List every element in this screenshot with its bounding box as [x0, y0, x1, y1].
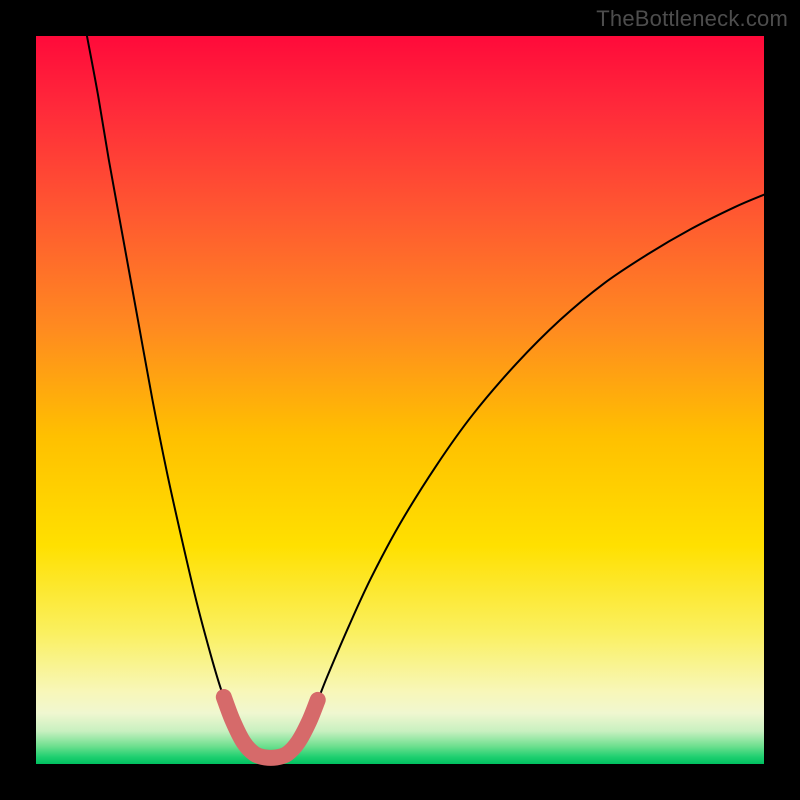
watermark-label: TheBottleneck.com: [596, 6, 788, 32]
plot-area: [36, 36, 764, 764]
chart-container: TheBottleneck.com: [0, 0, 800, 800]
bottleneck-chart: [0, 0, 800, 800]
